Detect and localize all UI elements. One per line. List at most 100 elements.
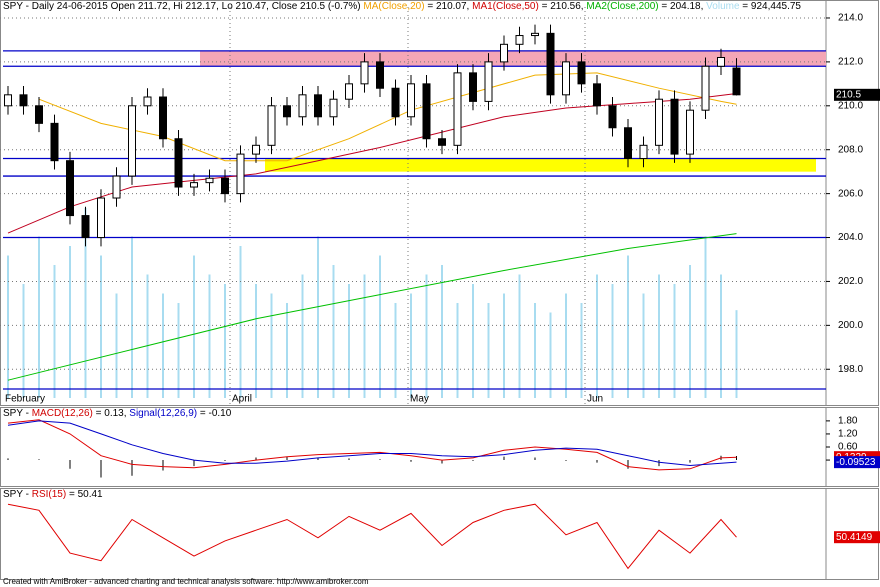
candle-body [438, 138, 446, 146]
title-part: Volume [706, 1, 740, 12]
panel-title: SPY - MACD(12,26) = 0.13, Signal(12,26,9… [3, 408, 232, 419]
y-tick-label: 214.0 [838, 13, 863, 24]
x-tick-label: Jun [587, 394, 603, 405]
volume-bar [704, 236, 707, 398]
volume-bar [177, 303, 180, 398]
candle-body [298, 94, 307, 118]
value-box [834, 531, 880, 544]
volume-bar [627, 255, 629, 398]
candle-body [143, 96, 152, 107]
value-box [834, 456, 880, 469]
volume-bar [208, 274, 211, 398]
y-tick-label: 1.20 [838, 429, 858, 440]
candle-body [360, 61, 369, 85]
candle-body [329, 98, 338, 118]
volume-bar [239, 246, 242, 398]
candle-body [453, 72, 462, 146]
candle-body [655, 98, 663, 146]
series-line [7, 503, 737, 570]
series-line [7, 420, 737, 467]
candle-body [314, 94, 322, 118]
volume-bar [518, 274, 521, 398]
title-part: = 210.07, [425, 1, 473, 12]
volume-bar [22, 284, 25, 398]
panel-title: SPY - RSI(15) = 50.41 [3, 489, 103, 500]
candle-body [221, 177, 229, 195]
y-tick-label: 198.0 [838, 364, 863, 375]
title-part: = -0.10 [197, 408, 232, 419]
candle-body [174, 138, 183, 188]
panel-frame [0, 407, 879, 487]
y-tick-label: 0.60 [838, 442, 858, 453]
volume-bar [611, 284, 614, 398]
volume-bar [7, 255, 9, 398]
volume-bar [487, 303, 490, 398]
y-tick-label: 1.80 [838, 416, 858, 427]
volume-bar [642, 293, 645, 398]
candle-body [376, 61, 384, 89]
value-box [834, 88, 880, 101]
candle-body [159, 96, 167, 140]
volume-bar [534, 303, 536, 398]
volume-bar [146, 274, 149, 398]
title-part: MA2(Close,200) [586, 1, 658, 12]
volume-bar [100, 255, 102, 398]
value-box-label: 50.4149 [836, 532, 873, 543]
candle-body [66, 160, 74, 217]
volume-bar [38, 236, 40, 398]
title-part: = 210.56, [539, 1, 587, 12]
x-tick-label: May [410, 394, 429, 405]
volume-bar [131, 236, 133, 398]
candle-body [128, 105, 136, 177]
candle-body [701, 65, 710, 111]
volume-bar [162, 293, 164, 398]
volume-bar [580, 303, 583, 398]
y-tick-label: 202.0 [838, 276, 863, 287]
title-part: = 924,445.75 [740, 1, 802, 12]
volume-bar [441, 265, 443, 398]
volume-bar [270, 293, 273, 398]
title-part: MA(Close,20) [363, 1, 424, 12]
volume-bar [720, 274, 722, 398]
title-part: SPY - [3, 489, 32, 500]
volume-bar [115, 293, 118, 398]
volume-bar [317, 236, 319, 398]
candle-body [639, 144, 648, 159]
panel-frame [0, 0, 879, 406]
title-part: SPY - [3, 408, 32, 419]
volume-bar [689, 265, 691, 398]
candle-body [252, 144, 260, 155]
volume-bar [224, 284, 226, 398]
title-part: = 50.41 [66, 489, 103, 500]
candle-body [670, 98, 679, 155]
volume-bar [658, 274, 660, 398]
volume-bar [286, 303, 288, 398]
y-tick-label: 208.0 [838, 144, 863, 155]
candle-body [407, 83, 415, 118]
value-box-label: -0.09523 [836, 457, 876, 468]
volume-bar [503, 293, 505, 398]
price-band [265, 158, 816, 172]
volume-bar [425, 274, 428, 398]
series-line [7, 233, 737, 381]
candle-body [732, 67, 741, 96]
candle-body [717, 56, 725, 67]
candle-body [593, 83, 601, 107]
volume-bar [456, 303, 459, 398]
volume-bar [410, 293, 412, 398]
candle-body [345, 83, 353, 100]
volume-bar [379, 255, 381, 398]
series-line [7, 419, 737, 471]
volume-bar [472, 284, 474, 398]
volume-bar [735, 310, 738, 398]
candle-body [422, 83, 431, 140]
title-part: = 0.13, [93, 408, 129, 419]
volume-bar [596, 274, 598, 398]
candle-body [112, 175, 121, 199]
volume-bar [394, 303, 397, 398]
candle-body [546, 32, 555, 96]
candle-body [190, 182, 198, 188]
volume-bar [673, 284, 676, 398]
y-tick-label: 204.0 [838, 232, 863, 243]
